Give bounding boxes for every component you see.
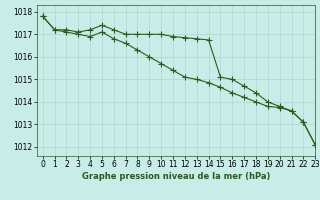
X-axis label: Graphe pression niveau de la mer (hPa): Graphe pression niveau de la mer (hPa) — [82, 172, 270, 181]
